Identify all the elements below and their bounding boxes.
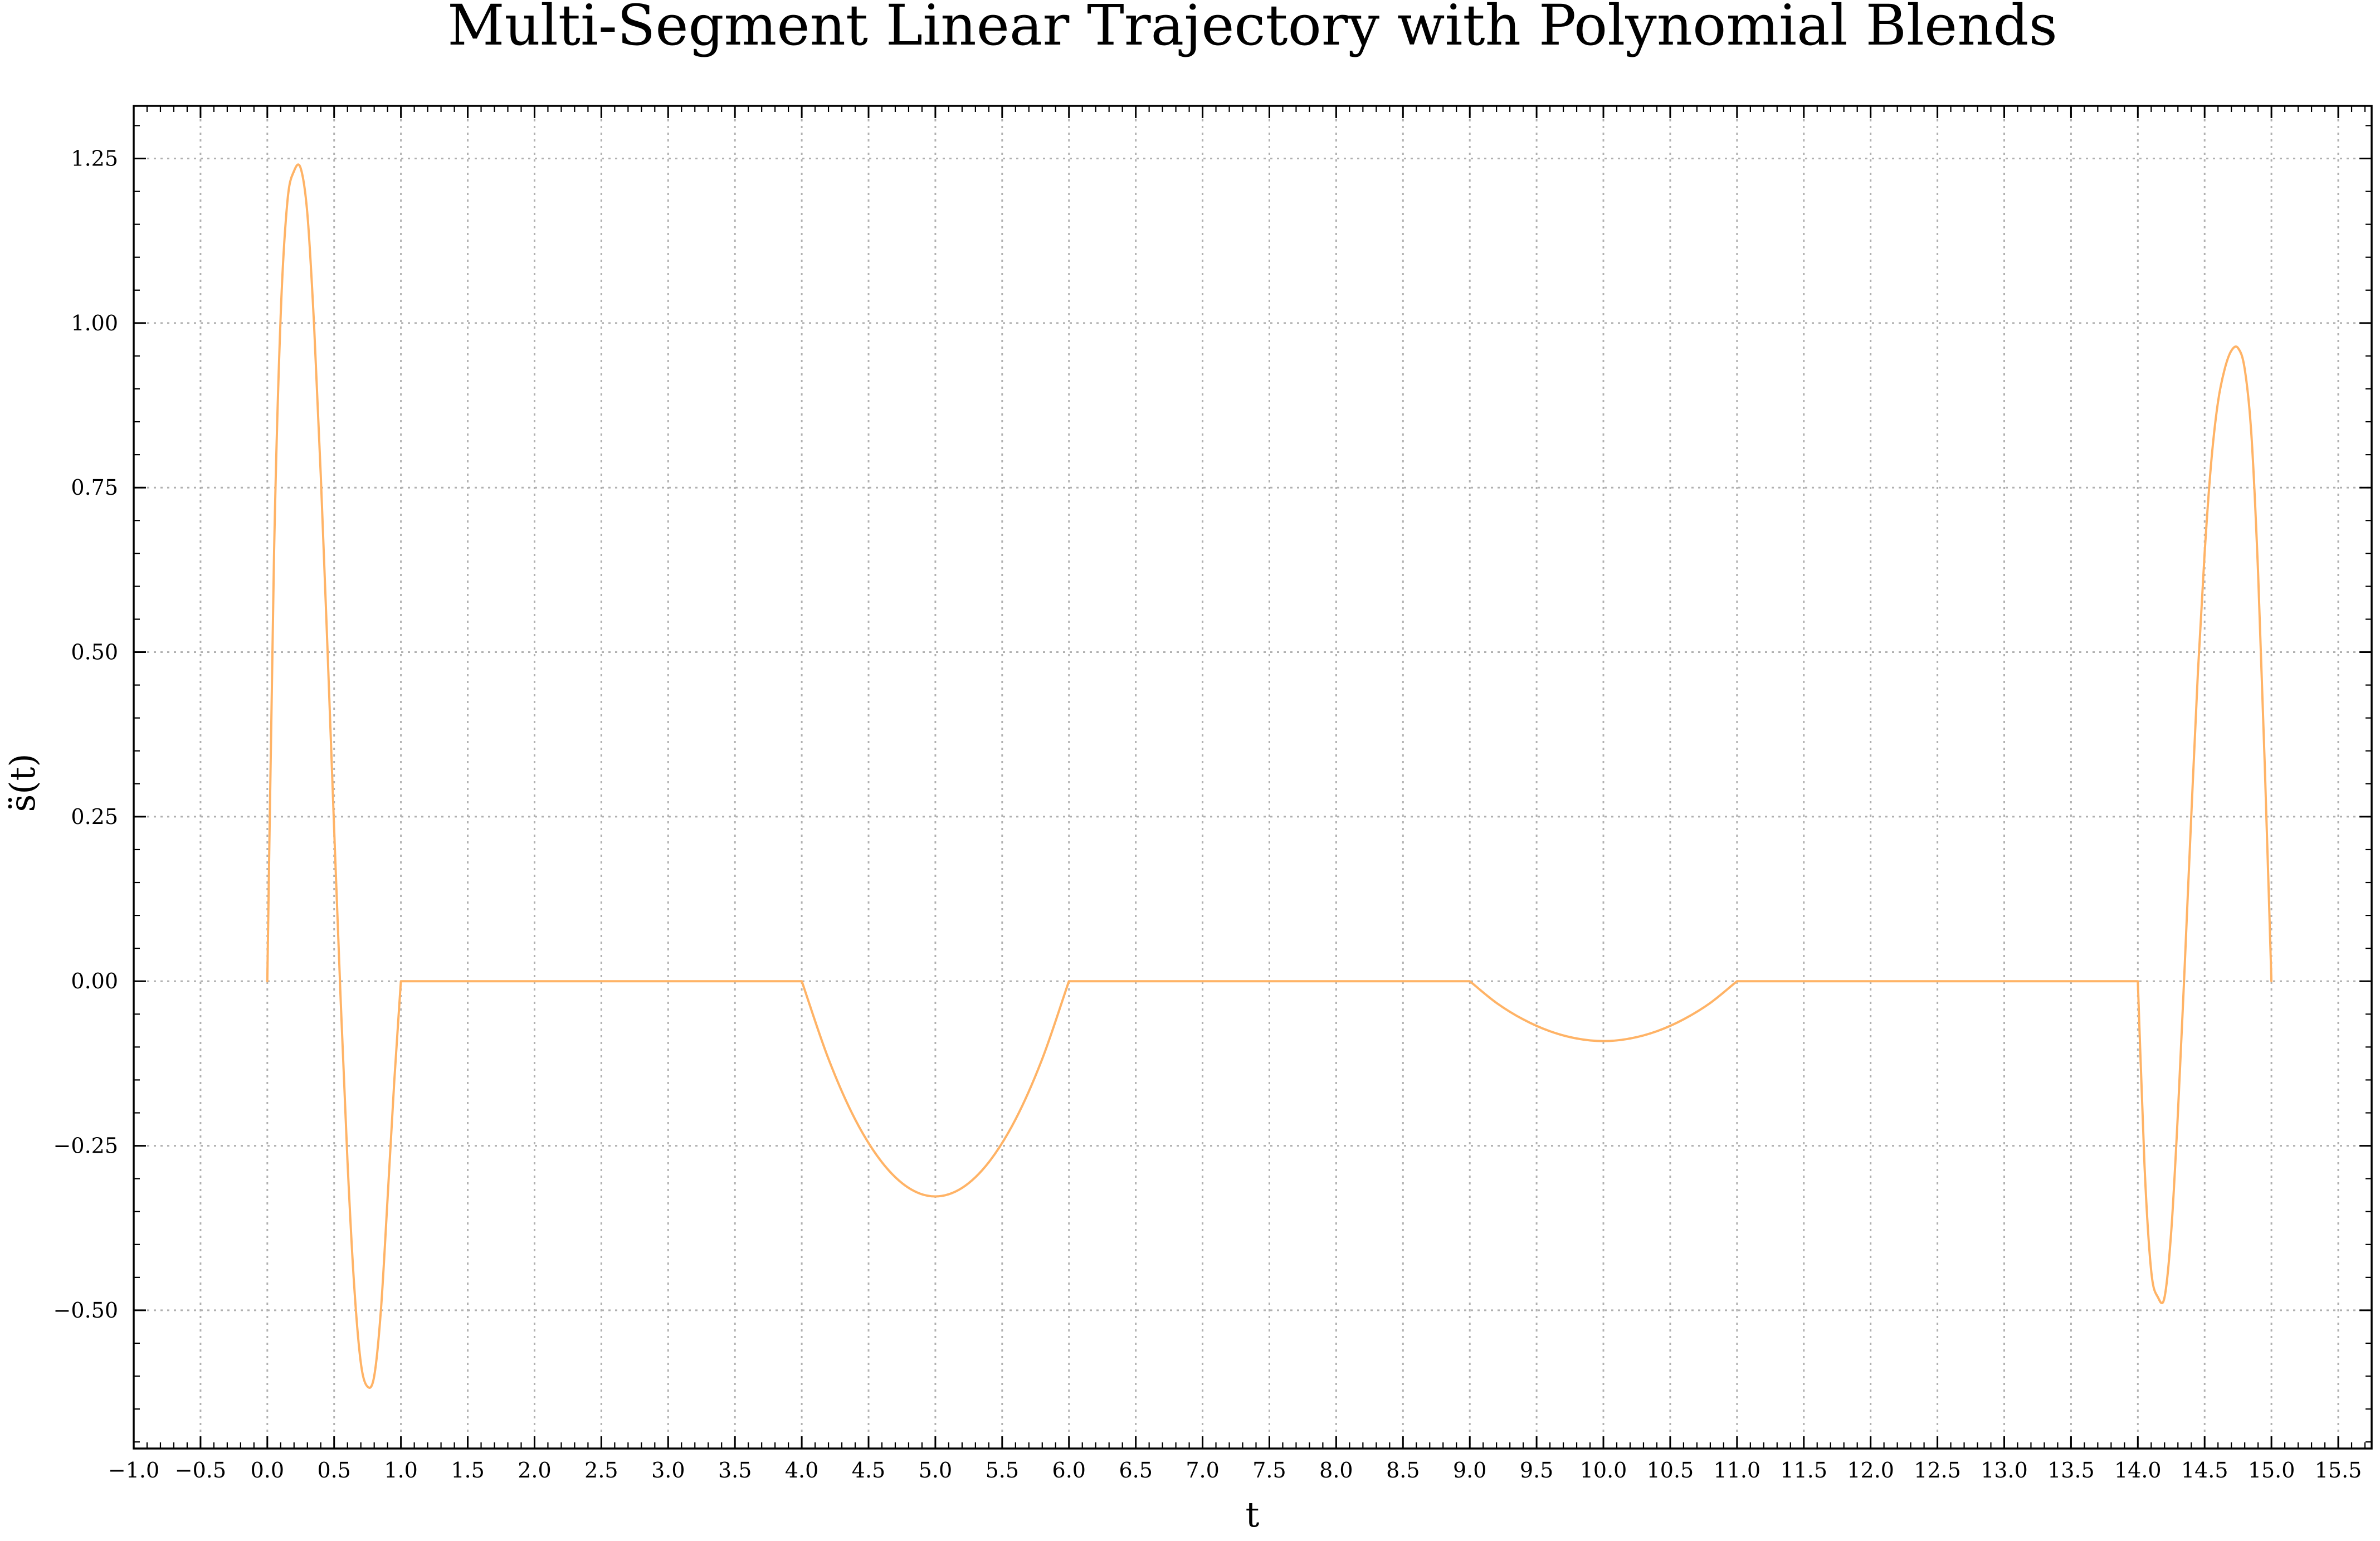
y-tick-labels: −0.50 −0.25 0.00 0.25 0.50 0.75 1.00 1.25 [53, 147, 118, 1323]
y-tick-label: −0.25 [53, 1134, 118, 1158]
x-tick-label: 15.0 [2248, 1458, 2295, 1483]
axis-ticks [133, 106, 2372, 1449]
x-tick-label: 13.0 [1981, 1458, 2028, 1483]
y-tick-label: 1.00 [71, 311, 118, 335]
x-tick-label: 10.5 [1647, 1458, 1694, 1483]
x-tick-label: 9.5 [1520, 1458, 1553, 1483]
x-tick-label: 14.5 [2181, 1458, 2228, 1483]
series-lines [266, 163, 2273, 1389]
x-tick-label: 3.5 [718, 1458, 752, 1483]
x-tick-label: 6.0 [1052, 1458, 1086, 1483]
x-tick-label: 13.5 [2047, 1458, 2095, 1483]
y-tick-label: 0.50 [71, 640, 118, 665]
x-tick-label: 7.5 [1252, 1458, 1286, 1483]
y-tick-label: 1.25 [71, 147, 118, 171]
x-tick-label: 0.5 [318, 1458, 351, 1483]
x-tick-label: 15.5 [2315, 1458, 2362, 1483]
x-tick-label: 7.0 [1186, 1458, 1219, 1483]
y-tick-label: 0.25 [71, 804, 118, 829]
series-line [266, 163, 2273, 1389]
x-tick-label: 1.0 [384, 1458, 417, 1483]
x-tick-label: 8.0 [1319, 1458, 1353, 1483]
x-tick-label: 5.0 [919, 1458, 952, 1483]
x-tick-label: 12.5 [1914, 1458, 1961, 1483]
x-tick-label: 10.0 [1580, 1458, 1627, 1483]
grid-lines [133, 106, 2372, 1449]
x-tick-label: 2.0 [518, 1458, 551, 1483]
x-tick-label: −1.0 [108, 1458, 159, 1483]
x-tick-label: 4.0 [785, 1458, 818, 1483]
plot-frame [133, 105, 2373, 1450]
x-tick-label: 8.5 [1386, 1458, 1420, 1483]
y-tick-label: 0.75 [71, 475, 118, 500]
x-tick-label: 14.0 [2114, 1458, 2162, 1483]
x-tick-label: 1.5 [451, 1458, 484, 1483]
x-tick-label: 0.0 [251, 1458, 284, 1483]
x-tick-label: 11.0 [1714, 1458, 1761, 1483]
x-tick-label: 2.5 [584, 1458, 618, 1483]
x-tick-label: −0.5 [175, 1458, 226, 1483]
x-tick-label: 4.5 [852, 1458, 885, 1483]
y-tick-label: 0.00 [71, 969, 118, 993]
y-tick-label: −0.50 [53, 1298, 118, 1323]
x-tick-label: 6.5 [1119, 1458, 1152, 1483]
x-tick-label: 3.0 [651, 1458, 685, 1483]
x-tick-labels: −1.0 −0.5 0.0 0.5 1.0 1.5 2.0 2.5 3.0 3.5 4.0 4.5 5.… [108, 1458, 2362, 1483]
x-tick-label: 9.0 [1453, 1458, 1486, 1483]
x-axis-label: t [1246, 1494, 1260, 1535]
x-tick-label: 11.5 [1780, 1458, 1827, 1483]
x-tick-label: 12.0 [1847, 1458, 1894, 1483]
y-axis-label: s̈(t) [2, 753, 43, 812]
chart-title: Multi-Segment Linear Trajectory with Pol… [447, 0, 2057, 58]
x-tick-label: 5.5 [986, 1458, 1019, 1483]
